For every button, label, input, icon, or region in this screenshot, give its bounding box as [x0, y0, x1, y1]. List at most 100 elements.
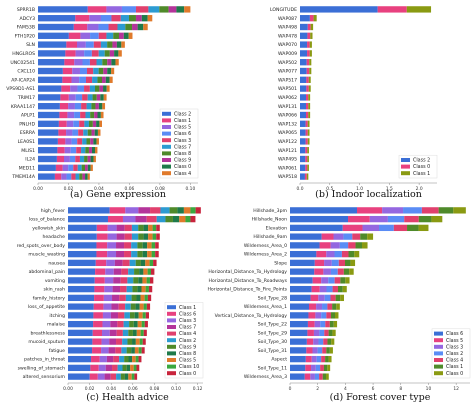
x-tick-label: 0.00 [33, 186, 43, 192]
bar-segment [307, 50, 310, 57]
bar-segment [151, 242, 156, 249]
bar-segment [142, 242, 148, 249]
bar-segment [144, 294, 148, 302]
bar-segment [143, 329, 147, 337]
category-label: MLIS1 [21, 148, 35, 154]
category-label: Elevation [266, 225, 287, 231]
category-label: breathlessness [31, 330, 66, 336]
bar-segment [290, 312, 309, 319]
bar-segment [137, 23, 144, 31]
bar-segment [128, 32, 133, 39]
bar-segment [89, 15, 101, 22]
bar-segment [90, 138, 94, 145]
bar-segment [114, 50, 119, 57]
bar-segment [290, 242, 320, 249]
bar-segment [137, 285, 142, 293]
legend-entry: Class 8 [174, 151, 191, 157]
bar-segment [155, 242, 159, 249]
category-label: LEA0S1 [18, 139, 35, 145]
bar-segment [110, 373, 117, 380]
bar-segment [66, 129, 73, 136]
bar-segment [93, 41, 101, 48]
x-tick-label: 0.04 [94, 186, 104, 192]
bar-segment [38, 85, 62, 92]
bar-segment [377, 6, 407, 13]
bar-segment [68, 277, 95, 284]
bar-segment [102, 329, 110, 337]
bar-segment [129, 320, 134, 328]
bar-segment [316, 355, 322, 363]
bar-segment [316, 250, 327, 258]
bar-segment [70, 85, 78, 92]
bar-segment [93, 320, 103, 328]
bar-segment [71, 173, 76, 180]
category-label: IL24 [25, 157, 35, 163]
bar-segment [68, 103, 75, 110]
x-tick-label: 0.06 [128, 386, 138, 392]
bar-segment [136, 364, 140, 372]
bar-segment [328, 329, 333, 337]
category-label: CXCL10 [17, 69, 35, 75]
bar-segment [300, 32, 308, 39]
bar-segment [107, 224, 117, 232]
bar-segment [334, 277, 341, 284]
bar-segment [85, 173, 88, 180]
bar-segment [130, 303, 136, 310]
bar-segment [120, 285, 127, 293]
bar-segment [308, 111, 311, 119]
category-label: Aspect [271, 357, 287, 363]
bar-segment [324, 329, 329, 337]
category-label: Soil_Type_31 [258, 348, 287, 354]
bar-segment [122, 259, 130, 267]
bar-segment [116, 250, 125, 258]
chart-panel-2: high_fever loss_of_balance yellowish_skinh… [17, 207, 204, 403]
bar-segment [81, 164, 86, 171]
bar-segment [96, 120, 100, 127]
bar-segment [124, 250, 132, 258]
bar-segment [100, 94, 104, 101]
category-label: WAP518 [278, 174, 297, 180]
bar-segment [146, 215, 157, 223]
bar-segment [98, 50, 105, 57]
legend-entry: Class 0 [174, 164, 191, 170]
bar-segment [342, 224, 363, 232]
legend-swatch [167, 371, 176, 376]
bar-segment [316, 303, 323, 310]
bar-segment [333, 320, 338, 328]
bar-segment [82, 59, 90, 66]
bar-segment [341, 250, 349, 258]
bar-segment [123, 320, 130, 328]
bar-segment [91, 147, 96, 154]
bar-segment [109, 50, 115, 57]
bar-segment [135, 215, 147, 223]
bar-segment [96, 250, 108, 258]
bar-segment [313, 338, 319, 345]
bar-segment [94, 294, 104, 302]
legend-entry: Class 0 [413, 164, 430, 170]
bar-segment [326, 347, 330, 354]
category-label: vomiting [45, 278, 65, 284]
bar-segment [77, 138, 83, 145]
bar-segment [87, 23, 99, 31]
bar-segment [143, 233, 149, 240]
chart-caption: (a) Gene expression [70, 189, 166, 200]
bar-segment [147, 242, 152, 249]
category-label: malaise [47, 322, 65, 328]
bar-segment [328, 277, 335, 284]
bar-segment [103, 67, 108, 75]
bar-segment [144, 320, 148, 328]
bar-segment [335, 312, 339, 319]
bar-segment [55, 164, 63, 171]
category-label: MED11 [19, 165, 35, 171]
legend-entry: Class 4 [446, 358, 463, 364]
bar-segment [104, 285, 113, 293]
legend-entry: Class 5 [179, 358, 196, 364]
bar-segment [369, 215, 388, 223]
bar-segment [65, 138, 72, 145]
bar-segment [38, 120, 59, 127]
bar-segment [340, 277, 346, 284]
bar-segment [128, 373, 132, 380]
bar-segment [165, 215, 173, 223]
bar-segment [116, 224, 125, 232]
bar-segment [343, 233, 353, 240]
